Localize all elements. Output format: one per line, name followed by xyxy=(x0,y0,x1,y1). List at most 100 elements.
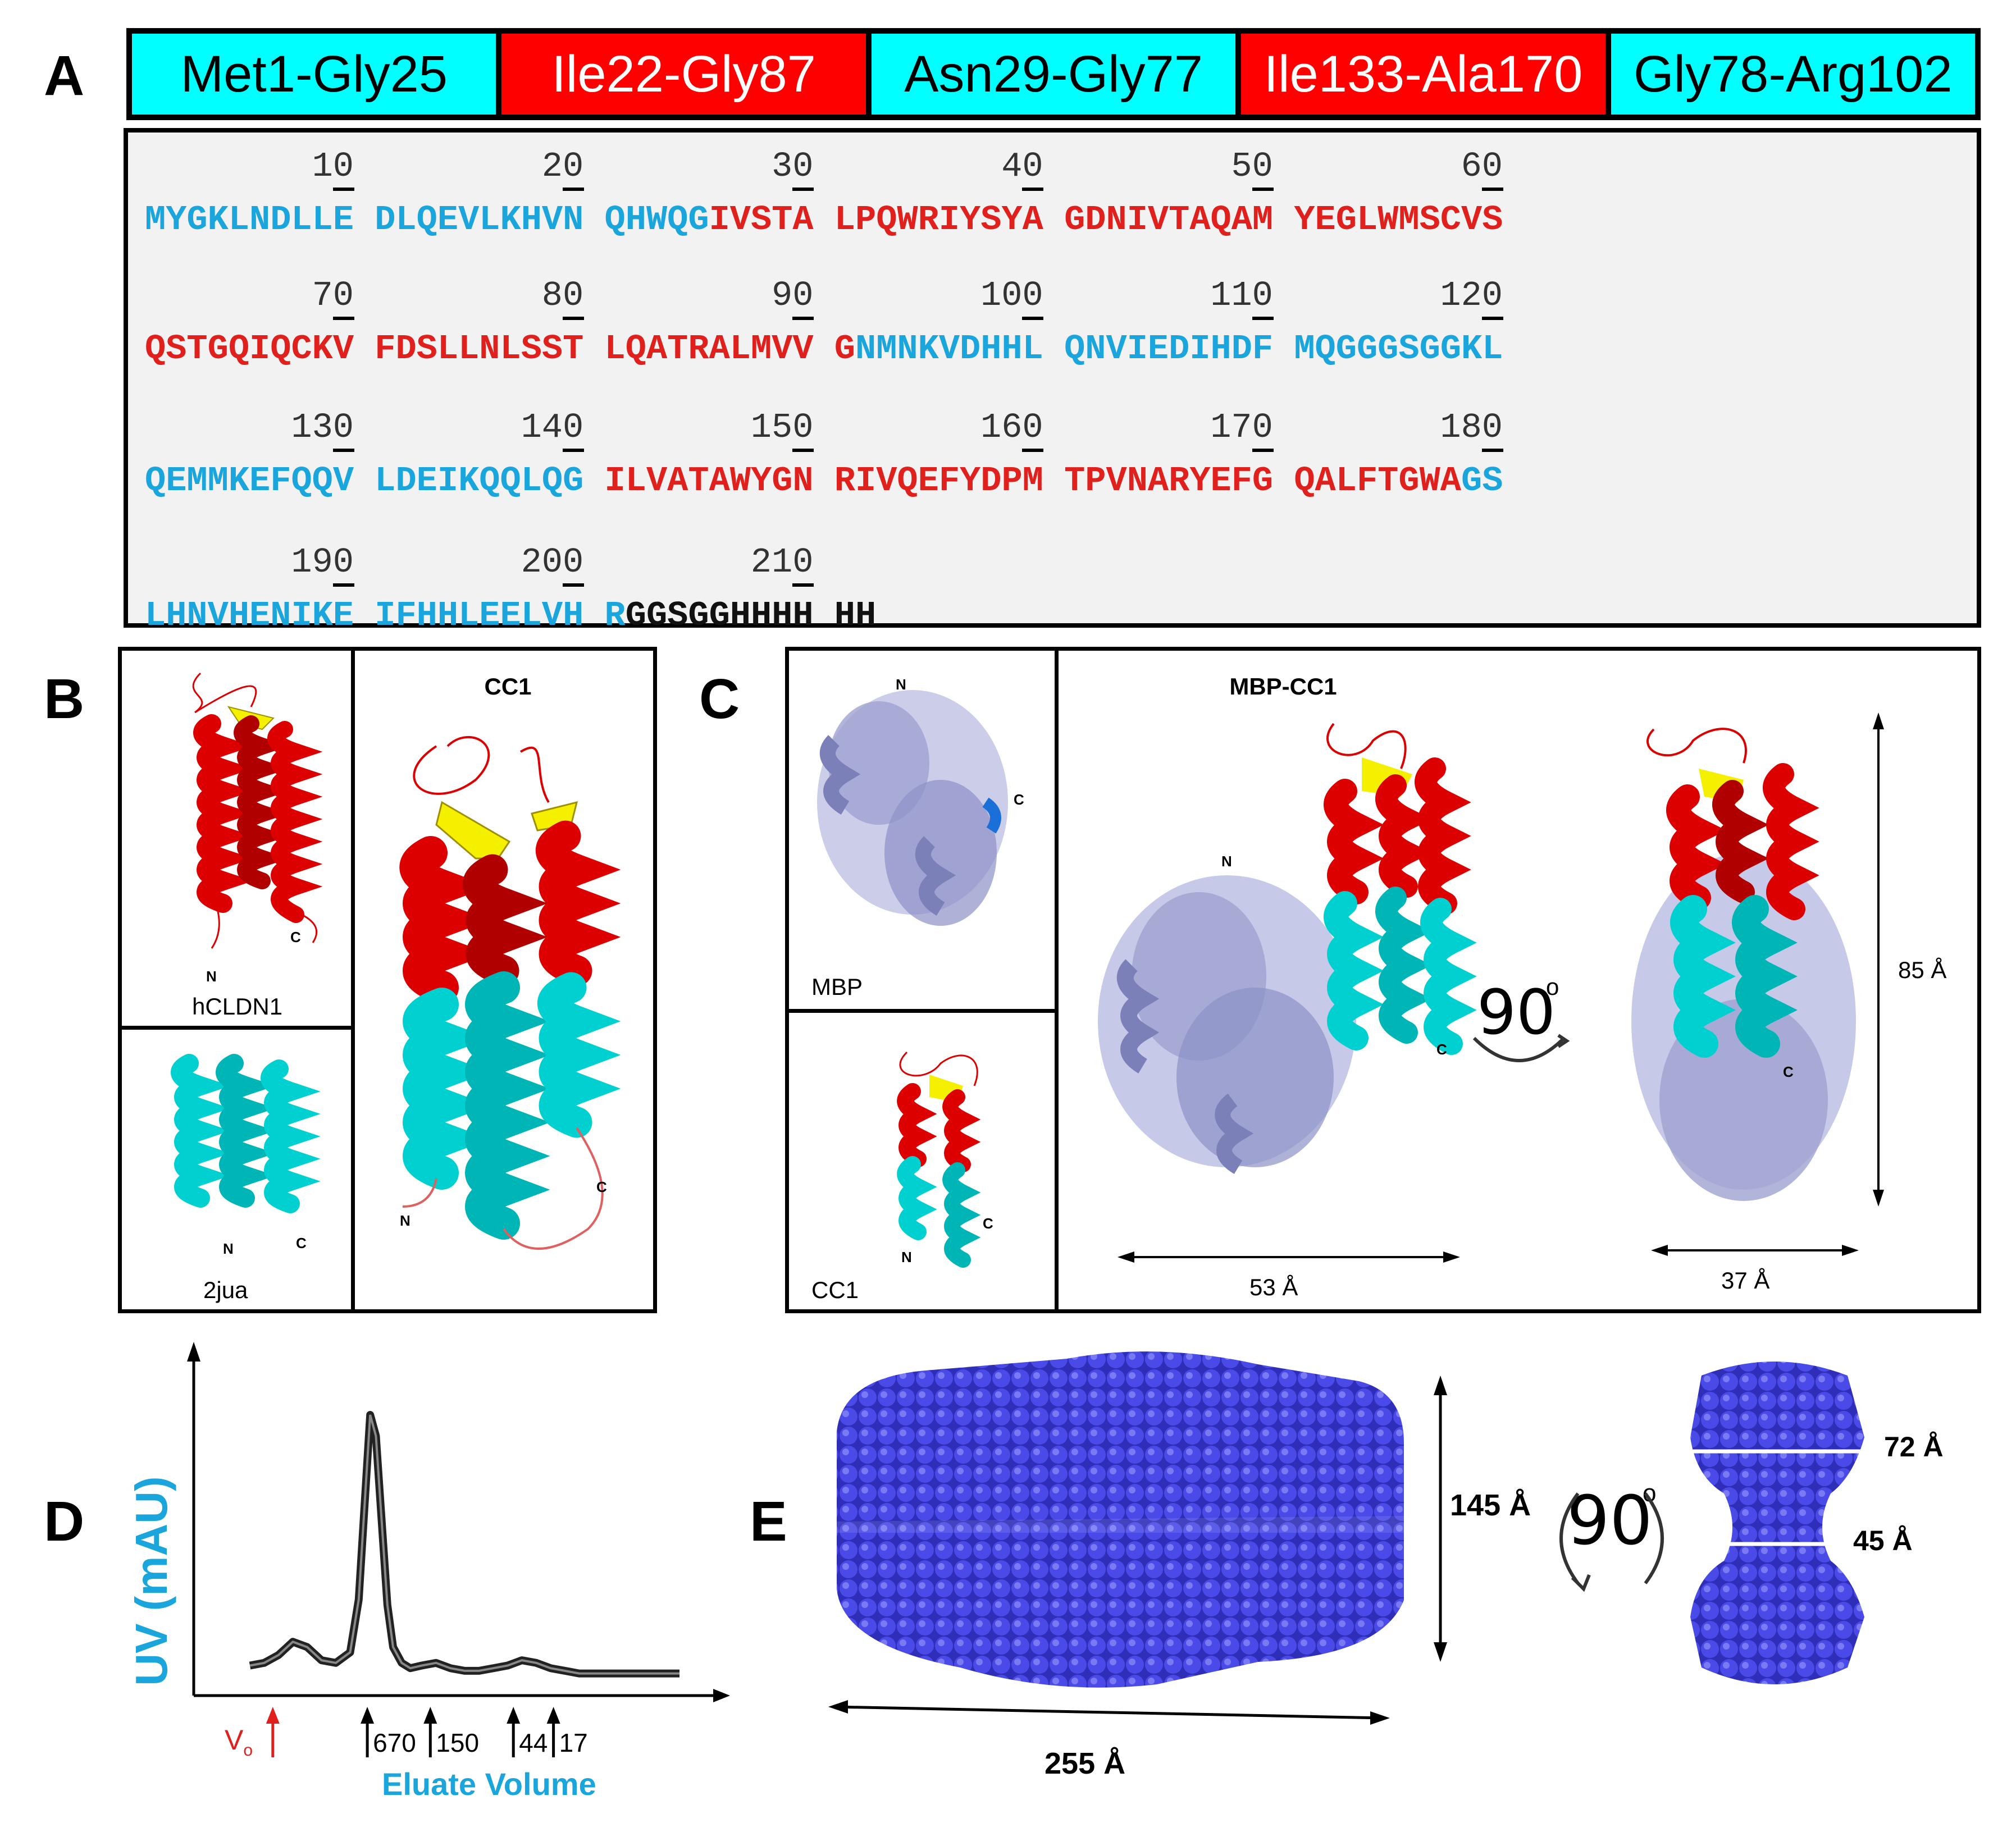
width-dimension-front: 53 Å xyxy=(1249,1274,1298,1300)
n-terminus-label: N xyxy=(896,676,906,693)
panel-c-mbp-cc1: MBP-CC1 N C 90 o C xyxy=(1055,647,1981,1313)
rotation-arrow-icon xyxy=(1472,1034,1570,1062)
domain-segment: Ile133-Ala170 xyxy=(1241,34,1611,115)
2jua-structure xyxy=(171,1054,321,1213)
residue-number: 160 xyxy=(980,408,1043,447)
residue-underline xyxy=(1022,449,1044,452)
mbp-cc1-structure-side xyxy=(1631,728,1856,1201)
hcldn1-structure xyxy=(192,672,323,949)
height-dimension: 145 Å xyxy=(1450,1488,1531,1522)
y-axis-arrow-icon xyxy=(187,1342,200,1362)
residue-number: 60 xyxy=(1461,147,1503,186)
height-dimension: 85 Å xyxy=(1898,957,1947,983)
sequence-segment: GS xyxy=(1461,461,1503,501)
residue-number: 100 xyxy=(980,276,1043,316)
residue-number: 70 xyxy=(312,276,354,316)
sequence-row: LHNVHENIKE IFHHLEELVH RGGSGGHHHH HH xyxy=(145,599,876,633)
residue-number: 130 xyxy=(291,408,354,447)
residue-number: 90 xyxy=(772,276,814,316)
panel-b-hcldn1: N C hCLDN1 xyxy=(118,647,355,1030)
c-terminus-label: C xyxy=(296,1235,307,1251)
residue-underline xyxy=(332,583,354,587)
void-volume-label: Vo xyxy=(225,1724,253,1760)
sequence-segment: NMNKVDHHL QNVIEDIHDF MQGGGSGGKL xyxy=(855,329,1503,369)
n-terminus-label: N xyxy=(223,1240,234,1257)
residue-underline xyxy=(1252,317,1274,320)
residue-underline xyxy=(1022,317,1044,320)
residue-underline xyxy=(332,188,354,191)
residue-underline xyxy=(792,188,814,191)
cc1-label: CC1 xyxy=(811,1277,859,1303)
rotation-label: 90 xyxy=(1567,1482,1653,1560)
residue-underline xyxy=(563,583,584,587)
residue-number: 140 xyxy=(521,408,584,447)
sequence-segment: QSTGQIQCKV FDSLLNLSST LQATRALMVV G xyxy=(145,329,856,369)
residue-number: 200 xyxy=(521,542,584,582)
residue-number: 210 xyxy=(750,542,814,582)
residue-number: 170 xyxy=(1210,408,1273,447)
marker-arrowhead-icon xyxy=(361,1707,375,1724)
elution-trace xyxy=(249,1411,679,1678)
dimension-arrows xyxy=(1118,712,1884,1263)
panel-label-b: B xyxy=(44,668,85,730)
sequence-row: MYGKLNDLLE DLQEVLKHVN QHWQGIVSTA LPQWRIY… xyxy=(145,203,1503,237)
residue-number: 180 xyxy=(1440,408,1503,447)
rotation-arrow-icon xyxy=(1559,1492,1664,1592)
cc1-structure xyxy=(399,736,621,1250)
x-axis-label: Eluate Volume xyxy=(382,1766,596,1802)
envelope-arrows xyxy=(828,1376,1447,1725)
sequence-segment: GGSGGHHHH HH xyxy=(625,596,877,636)
cc1-title: CC1 xyxy=(484,673,532,700)
n-terminus-label: N xyxy=(1221,853,1232,870)
residue-number: 190 xyxy=(291,542,354,582)
panel-b-2jua: N C 2jua xyxy=(118,1026,355,1313)
panel-label-d: D xyxy=(44,1490,85,1553)
marker-label: 17 xyxy=(559,1728,588,1757)
marker-arrowhead-icon xyxy=(266,1707,280,1724)
c-terminus-label: C xyxy=(1436,1041,1447,1058)
residue-underline xyxy=(563,449,584,452)
sequence-segment: MYGKLNDLLE DLQEVLKHVN QHWQG xyxy=(145,200,709,240)
residue-underline xyxy=(1481,188,1503,191)
residue-underline xyxy=(332,317,354,320)
domain-segment: Met1-Gly25 xyxy=(132,34,502,115)
sequence-segment: ILVATAWYGN RIVQEFYDPM TPVNARYEFG QALFTGW… xyxy=(604,461,1461,501)
n-terminus-label: N xyxy=(400,1212,411,1229)
y-axis-label-wrap: UV (mAU) xyxy=(112,1415,180,1696)
x-axis-arrow-icon xyxy=(713,1689,730,1702)
marker-label: 150 xyxy=(436,1728,479,1757)
n-terminus-label: N xyxy=(206,968,217,985)
residue-underline xyxy=(332,449,354,452)
c-terminus-label: C xyxy=(290,929,301,945)
sequence-box: MYGKLNDLLE DLQEVLKHVN QHWQGIVSTA LPQWRIY… xyxy=(124,128,1981,633)
residue-underline xyxy=(792,449,814,452)
sequence-row: QEMMKEFQQV LDEIKQQLQG ILVATAWYGN RIVQEFY… xyxy=(145,464,1503,499)
sequence-segment: LHNVHENIKE IFHHLEELVH R xyxy=(145,596,626,636)
panel-c-cc1: N C CC1 xyxy=(785,1009,1059,1313)
c-terminus-label: C xyxy=(1014,791,1024,808)
residue-underline xyxy=(1481,317,1503,320)
panel-label-c: C xyxy=(699,668,740,730)
panel-label-e: E xyxy=(750,1490,787,1553)
c-terminus-label: C xyxy=(1783,1063,1794,1080)
hcldn1-label: hCLDN1 xyxy=(192,993,283,1020)
domain-segment: Asn29-Gly77 xyxy=(871,34,1242,115)
degree-sign: o xyxy=(1546,974,1559,1000)
2jua-label: 2jua xyxy=(203,1277,248,1303)
marker-label: 670 xyxy=(373,1728,416,1757)
width-dimension-side: 37 Å xyxy=(1721,1267,1770,1294)
rotation-label: 90 xyxy=(1477,976,1556,1048)
sequence-row: QSTGQIQCKV FDSLLNLSST LQATRALMVV GNMNKVD… xyxy=(145,332,1503,367)
sec-chromatogram: 670 150 44 17 xyxy=(187,1342,730,1757)
residue-number: 30 xyxy=(772,147,814,186)
residue-underline xyxy=(792,317,814,320)
c-terminus-label: C xyxy=(983,1215,993,1232)
n-terminus-label: N xyxy=(901,1249,912,1266)
residue-number: 120 xyxy=(1440,276,1503,316)
marker-arrowhead-icon xyxy=(507,1707,521,1724)
marker-label: 44 xyxy=(519,1728,548,1757)
marker-arrowhead-icon xyxy=(546,1707,560,1724)
envelope-model-side xyxy=(1668,1362,1864,1684)
residue-underline xyxy=(792,583,814,587)
mbp-cc1-title: MBP-CC1 xyxy=(1229,673,1337,700)
